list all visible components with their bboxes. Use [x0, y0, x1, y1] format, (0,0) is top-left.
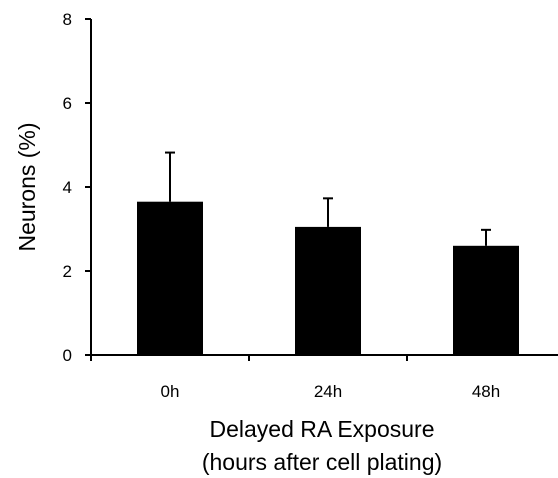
x-tick-label: 48h — [472, 382, 500, 401]
bar-0h — [137, 201, 203, 355]
y-tick-label: 4 — [63, 178, 72, 197]
x-tick-label: 24h — [314, 382, 342, 401]
y-tick-label: 6 — [63, 94, 72, 113]
y-tick-label: 2 — [63, 262, 72, 281]
x-ticks-group: 0h 24h 48h — [90, 355, 500, 401]
bar-48h — [453, 245, 519, 355]
x-tick-label: 0h — [161, 382, 180, 401]
bars-group — [137, 201, 519, 355]
y-tick-label: 8 — [63, 10, 72, 29]
y-tick-label: 0 — [63, 346, 72, 365]
y-ticks-group: 0 2 4 6 8 — [63, 10, 91, 365]
x-axis-label-line-1: Delayed RA Exposure — [209, 416, 434, 442]
y-axis-label: Neurons (%) — [14, 122, 40, 251]
error-bars-group — [165, 151, 491, 246]
x-axis-label-line-2: (hours after cell plating) — [202, 449, 442, 475]
bar-24h — [295, 226, 361, 355]
